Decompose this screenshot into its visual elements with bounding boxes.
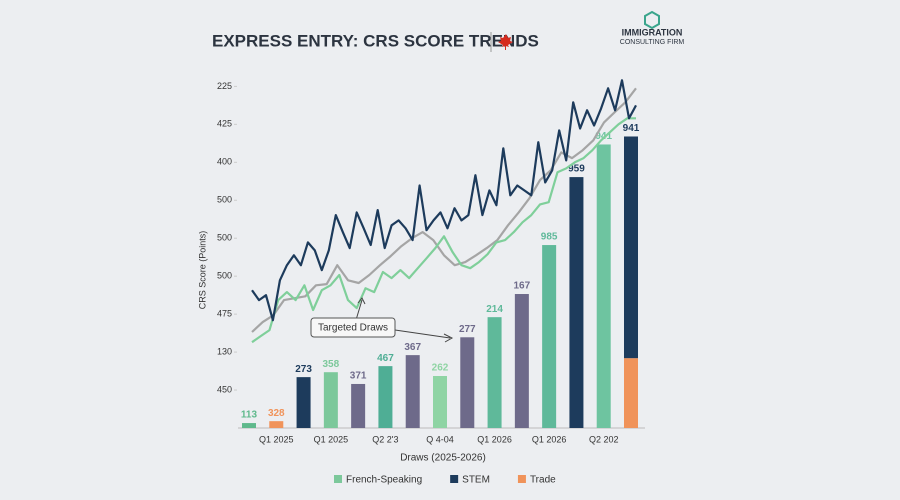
bar-segment	[624, 358, 638, 428]
y-tick-label: 400	[217, 157, 232, 167]
bar-label: 358	[323, 359, 340, 370]
x-axis-label: Draws (2025-2026)	[400, 453, 486, 464]
bar-segment	[542, 245, 557, 428]
line	[251, 79, 637, 322]
bar-segment	[378, 366, 393, 428]
legend-label: French-Speaking	[346, 475, 422, 486]
bar-segment	[433, 375, 447, 428]
bar-segment	[514, 294, 529, 428]
bar-label: 941	[623, 123, 640, 134]
bar-label: 959	[568, 164, 585, 175]
annotation-arrow	[355, 297, 454, 343]
y-tick-label: 500	[217, 271, 232, 281]
line	[251, 117, 636, 344]
y-tick-label: 475	[217, 309, 232, 319]
bar-label: 214	[486, 304, 503, 315]
bar-label: 273	[295, 364, 312, 375]
legend-swatch	[450, 475, 459, 483]
bar-segment	[569, 177, 584, 428]
x-tick-label: Q1 2025	[259, 434, 294, 444]
x-tick-label: Q1 2026	[477, 434, 512, 444]
line	[251, 87, 637, 333]
bar-label: 328	[268, 408, 285, 419]
x-tick-label: Q1 2026	[532, 434, 567, 444]
y-axis-label: CRS Score (Points)	[197, 231, 207, 310]
maple-leaf	[498, 34, 513, 50]
bar-label: 113	[241, 410, 258, 421]
logo-line1: IMMIGRATION	[622, 27, 683, 37]
legend-swatch	[334, 475, 342, 483]
x-tick-label: Q 4-04	[426, 434, 454, 444]
bar-segment	[624, 136, 638, 359]
bar-segment	[460, 337, 475, 428]
bar-segment	[487, 317, 502, 428]
bar-label: 262	[432, 363, 449, 374]
bar-segment	[596, 144, 611, 428]
bar-segment	[351, 383, 366, 428]
y-tick-label: 450	[217, 384, 232, 394]
bar-label: 277	[459, 324, 476, 335]
y-tick-label: 500	[217, 233, 232, 243]
y-tick-label: 500	[217, 195, 232, 205]
y-tick-label: 130	[217, 346, 232, 356]
bar-label: 985	[541, 232, 558, 243]
x-tick-label: Q2 202	[589, 434, 619, 444]
bar-label: 167	[514, 281, 531, 292]
bar-segment	[296, 377, 311, 428]
annotation: Targeted Draws	[318, 323, 388, 334]
logo-line2: CONSULTING FIRM	[620, 39, 685, 46]
y-tick-label: 425	[217, 119, 232, 129]
annotation-box	[310, 317, 396, 338]
chart-title: EXPRESS ENTRY: CRS SCORE TRENDS	[212, 31, 539, 50]
bar-label: 467	[377, 353, 394, 364]
legend-label: Trade	[530, 475, 556, 486]
bar-segment	[405, 355, 420, 428]
bar-segment	[242, 423, 256, 428]
legend-swatch	[517, 475, 526, 483]
bar-segment	[269, 421, 284, 428]
bar-label: 367	[404, 342, 421, 353]
x-tick-label: Q2 2'3	[372, 434, 398, 444]
bar-label: 371	[350, 371, 367, 382]
legend-label: STEM	[462, 475, 490, 486]
bar-segment	[323, 372, 338, 428]
x-tick-label: Q1 2025	[314, 434, 349, 444]
logo-icon	[644, 10, 660, 30]
y-tick-label: 225	[217, 81, 232, 91]
